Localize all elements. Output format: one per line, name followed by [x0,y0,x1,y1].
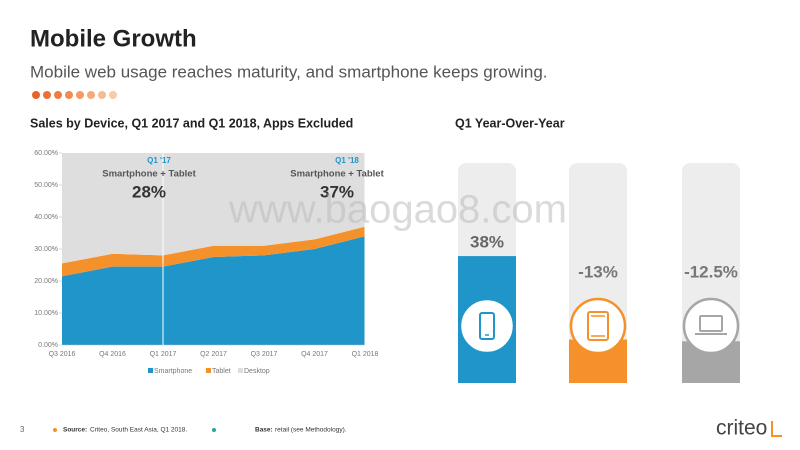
device-icon [695,315,727,335]
page-number: 3 [20,425,25,434]
icon-circle [458,297,516,355]
y-tick-label: 20.00% [34,278,58,285]
area [62,226,365,277]
y-tick-label: 30.00% [34,246,58,253]
logo: criteo [716,417,767,440]
legend-swatch [148,368,153,373]
decor-dots [32,91,117,99]
base: retail (see Methodology). [275,427,347,434]
chart-title: Q1 Year-Over-Year [455,116,565,130]
legend-swatch [206,368,211,373]
area [62,236,365,345]
chart-title: Sales by Device, Q1 2017 and Q1 2018, Ap… [30,116,353,130]
y-tick-label: 0.00% [38,342,58,349]
x-tick-label: Q1 2017 [150,351,177,358]
title: Mobile Growth [30,25,197,52]
y-tick-label: 50.00% [34,182,58,189]
annotation-value: 28% [132,182,166,201]
legend-label: Smartphone [154,368,192,375]
legend-label: Desktop [244,368,270,375]
y-tick-label: 40.00% [34,214,58,221]
annotation-value: 37% [320,182,354,201]
logo-mark [771,421,782,437]
value-label: -12.5% [684,262,738,281]
x-tick-label: Q2 2017 [200,351,227,358]
device-icon [479,312,495,340]
annotation-text: Smartphone + Tablet [102,169,196,180]
x-tick-label: Q4 2017 [301,351,328,358]
legend-label: Tablet [212,368,231,375]
base-label: Base: [255,427,273,434]
x-tick-label: Q4 2016 [99,351,126,358]
x-tick-label: Q3 2017 [251,351,278,358]
footer: 3 Source: Criteo, South East Asia, Q1 20… [20,417,782,440]
device-icon [587,311,609,341]
icon-circle [682,297,740,355]
icon-circle [569,297,627,355]
source-label: Source: [63,427,87,434]
yoy-chart: 38% -13% -12.5% [458,163,740,383]
bullet [53,428,57,432]
x-tick-label: Q3 2016 [49,351,76,358]
plot-area [62,153,365,345]
annotation-text: Smartphone + Tablet [290,169,384,180]
value-label: 38% [470,233,504,252]
value-label: -13% [578,262,618,281]
y-tick-label: 10.00% [34,310,58,317]
source: Criteo, South East Asia, Q1 2018. [90,427,187,434]
annotation-label: Q1 '18 [335,156,359,165]
subtitle: Mobile web usage reaches maturity, and s… [30,62,548,81]
annotation-label: Q1 '17 [147,156,171,165]
y-tick-label: 60.00% [34,150,58,157]
area [62,153,365,264]
x-tick-label: Q1 2018 [352,351,379,358]
bullet [212,428,216,432]
area-chart: 0.00% 10.00% 20.00% 30.00% 40.00% 50.00% 60.00… [34,150,384,375]
legend-swatch [238,368,243,373]
watermark: www.baogao8.com [228,188,567,232]
